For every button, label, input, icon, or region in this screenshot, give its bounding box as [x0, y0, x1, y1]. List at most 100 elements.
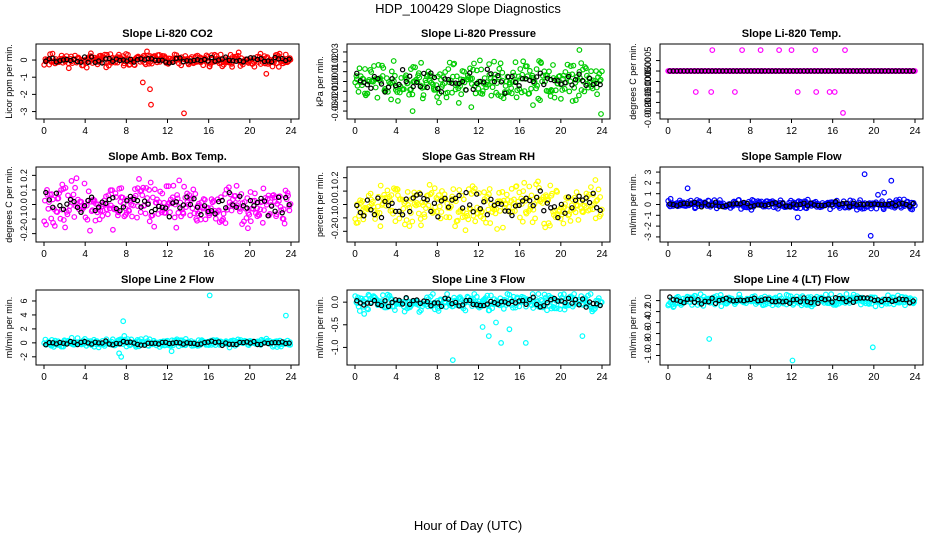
data-point [517, 214, 523, 221]
x-tick-label: 0 [665, 126, 671, 137]
hourly-mean-point [758, 202, 765, 208]
x-tick-label: 16 [203, 372, 215, 383]
data-point [526, 90, 533, 97]
data-point-outlier [409, 108, 416, 114]
data-point [518, 201, 525, 207]
hourly-mean-point [283, 340, 289, 347]
data-point [131, 62, 138, 68]
data-point [456, 187, 463, 193]
data-point [208, 205, 214, 212]
hourly-mean-point [275, 194, 282, 200]
hourly-mean-point [124, 339, 130, 345]
data-point [244, 225, 251, 232]
hourly-mean-point [403, 295, 409, 301]
data-point [146, 218, 153, 225]
panel-title: Slope Amb. Box Temp. [108, 151, 227, 163]
data-point-outlier [493, 319, 499, 326]
hourly-mean-point [424, 84, 430, 91]
hourly-mean-point [544, 200, 551, 206]
x-tick-label: 4 [82, 126, 88, 137]
data-point [104, 211, 111, 218]
data-point [551, 94, 558, 101]
hourly-mean-point [445, 76, 452, 83]
hourly-mean-point [730, 68, 737, 74]
hourly-mean-point [364, 81, 371, 88]
data-point [389, 207, 396, 214]
hourly-mean-point [840, 200, 846, 207]
hourly-mean-point [484, 301, 490, 307]
hourly-mean-point [477, 205, 483, 212]
x-tick-label: 0 [665, 249, 671, 260]
data-point [60, 217, 67, 223]
hourly-mean-point [463, 87, 469, 93]
hourly-mean-point [428, 303, 434, 309]
y-axis-label: ml/min per min. [628, 297, 638, 359]
data-point [484, 81, 491, 88]
panel-title: Slope Line 3 Flow [432, 274, 525, 286]
hourly-mean-point [251, 203, 257, 209]
hourly-mean-point [691, 299, 698, 306]
data-point [173, 224, 180, 231]
x-tick-label: 8 [124, 249, 130, 260]
hourly-mean-point [537, 70, 544, 76]
x-tick-label: 4 [393, 126, 399, 137]
data-point [70, 191, 77, 198]
data-point [512, 208, 518, 214]
data-point [380, 65, 387, 71]
hourly-mean-point [60, 206, 67, 212]
hourly-mean-point [684, 68, 691, 74]
data-point-outlier [709, 47, 716, 53]
data-point [460, 196, 467, 203]
data-point [451, 60, 458, 67]
data-point-outlier [888, 177, 895, 184]
hourly-mean-point [903, 68, 909, 74]
x-tick-label: 20 [868, 372, 880, 383]
data-point [72, 184, 78, 191]
hourly-mean-point [519, 297, 526, 304]
hourly-mean-point [555, 214, 561, 221]
hourly-mean-point [106, 55, 113, 62]
data-point [549, 190, 555, 197]
hourly-mean-point [184, 340, 190, 346]
hourly-mean-point [748, 68, 754, 74]
y-tick-label: -0.0005 [643, 66, 653, 97]
x-tick-label: 4 [393, 249, 399, 260]
data-point [134, 203, 141, 210]
data-point [571, 291, 577, 297]
hourly-mean-point [541, 207, 547, 214]
hourly-mean-point [758, 68, 765, 74]
hourly-mean-point [166, 60, 172, 66]
hourly-mean-point [354, 70, 360, 77]
hourly-mean-point [88, 194, 95, 200]
hourly-mean-point [502, 208, 508, 214]
x-tick-label: 12 [162, 126, 174, 137]
hourly-mean-point [244, 205, 250, 211]
hourly-mean-point [910, 200, 916, 207]
x-tick-label: 20 [244, 372, 256, 383]
hourly-mean-point [787, 300, 793, 306]
hourly-mean-point [597, 207, 603, 214]
data-point [430, 291, 436, 297]
data-point [578, 87, 585, 93]
hourly-mean-point [762, 68, 768, 74]
hourly-mean-point [519, 75, 526, 82]
data-point [828, 291, 835, 298]
y-tick-label: -0.2 [330, 224, 340, 240]
data-point [400, 205, 407, 212]
data-point [388, 192, 395, 199]
hourly-mean-point [491, 78, 498, 85]
data-point [170, 182, 177, 189]
hourly-mean-point [698, 301, 705, 307]
data-point [129, 213, 135, 220]
hourly-mean-point [389, 200, 395, 206]
data-point [517, 66, 524, 72]
hourly-mean-point [569, 300, 575, 306]
data-point [470, 66, 477, 73]
data-point-outlier [530, 102, 536, 108]
hourly-mean-point [60, 57, 67, 63]
hourly-mean-point [755, 298, 761, 304]
data-point [454, 217, 461, 224]
data-point [587, 291, 594, 297]
data-point [377, 223, 384, 230]
data-point [419, 95, 426, 102]
